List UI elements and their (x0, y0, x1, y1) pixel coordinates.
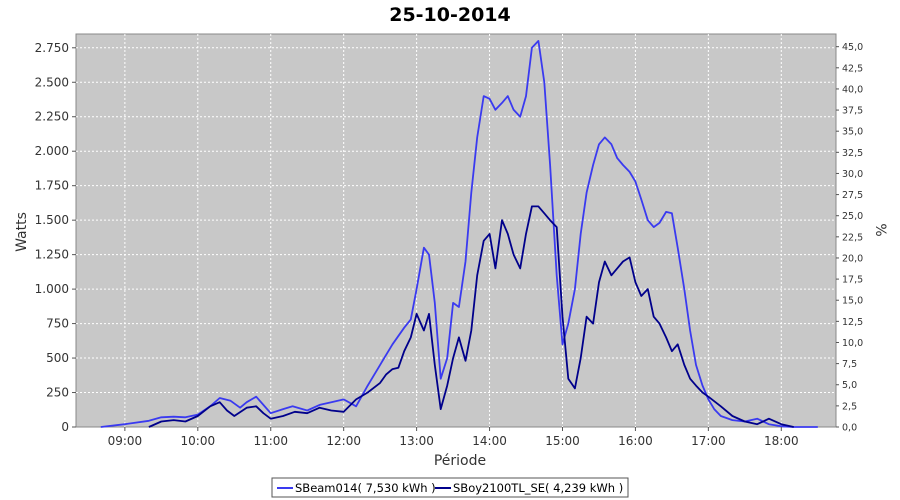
legend-label-1: SBeam014( 7,530 kWh ) (295, 481, 436, 495)
y-tick-label: 750 (46, 317, 69, 331)
legend: SBeam014( 7,530 kWh ) SBoy2100TL_SE( 4,23… (271, 477, 629, 498)
y2-tick-label: 40,0 (842, 84, 863, 95)
y-axis-label: Watts (14, 212, 30, 252)
y2-tick-label: 0,0 (842, 423, 857, 434)
series-line-1 (100, 40, 818, 428)
x-tick-label: 13:00 (399, 434, 434, 448)
x-tick-label: 12:00 (326, 434, 361, 448)
y2-tick-label: 37,5 (842, 106, 863, 117)
y2-tick-label: 15,0 (842, 296, 863, 307)
y2-axis-label: % (872, 223, 888, 236)
y-tick-label: 1.000 (35, 282, 69, 296)
plot-area (75, 33, 837, 428)
legend-label-2: SBoy2100TL_SE( 4,239 kWh ) (453, 481, 623, 495)
y2-tick-label: 22,5 (842, 232, 863, 243)
x-tick-label: 18:00 (764, 434, 799, 448)
y2-tick-label: 32,5 (842, 148, 863, 159)
y2-tick-label: 7,5 (842, 359, 857, 370)
y-tick-label: 1.750 (35, 179, 69, 193)
y-tick-label: 2.500 (35, 75, 69, 89)
y2-tick-label: 17,5 (842, 275, 863, 286)
y-axis-right: 0,0 2,5 5,0 7,5 10,0 12,5 15,0 17,5 20,0 22,5 25,0… (836, 42, 863, 434)
chart-title: 25-10-2014 (389, 4, 511, 26)
y2-tick-label: 25,0 (842, 211, 863, 222)
y2-tick-label: 12,5 (842, 317, 863, 328)
x-tick-label: 17:00 (691, 434, 726, 448)
y-tick-label: 500 (46, 351, 69, 365)
y2-tick-label: 30,0 (842, 169, 863, 180)
y-tick-label: 2.000 (35, 144, 69, 158)
x-tick-label: 16:00 (618, 434, 653, 448)
y-tick-label: 2.750 (35, 41, 69, 55)
y2-tick-label: 5,0 (842, 380, 857, 391)
y-tick-label: 1.500 (35, 213, 69, 227)
y-axis-left: 0 250 500 750 1.000 1.250 1.500 1.750 2.000 2.250… (35, 41, 76, 434)
x-tick-label: 10:00 (181, 434, 216, 448)
x-axis: 09:00 10:00 11:00 12:00 13:00 14:00 15:00 16:00… (108, 427, 799, 448)
x-tick-label: 09:00 (108, 434, 143, 448)
x-tick-label: 15:00 (545, 434, 580, 448)
grid-lines (76, 34, 836, 427)
y2-tick-label: 2,5 (842, 401, 857, 412)
y-tick-label: 1.250 (35, 248, 69, 262)
series-lines (100, 40, 818, 428)
y2-tick-label: 42,5 (842, 63, 863, 74)
x-tick-label: 11:00 (253, 434, 288, 448)
y2-tick-label: 20,0 (842, 253, 863, 264)
y-tick-label: 0 (61, 420, 69, 434)
x-axis-label: Période (434, 453, 486, 469)
series-line-2 (148, 205, 794, 428)
y2-tick-label: 45,0 (842, 42, 863, 53)
y2-tick-label: 27,5 (842, 190, 863, 201)
x-tick-label: 14:00 (472, 434, 507, 448)
y2-tick-label: 10,0 (842, 338, 863, 349)
y2-tick-label: 35,0 (842, 127, 863, 138)
y-tick-label: 2.250 (35, 110, 69, 124)
y-tick-label: 250 (46, 386, 69, 400)
